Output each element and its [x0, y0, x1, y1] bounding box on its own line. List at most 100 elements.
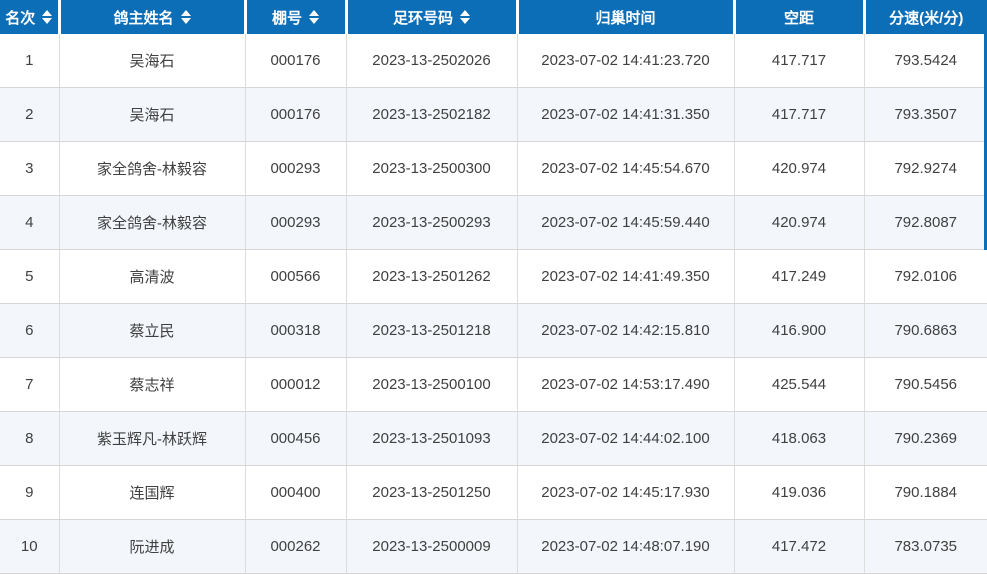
table-cell: 000012: [245, 357, 347, 412]
table-cell: 4: [0, 195, 60, 250]
table-cell: 417.717: [734, 87, 865, 142]
table-cell: 790.5456: [864, 357, 987, 412]
table-cell: 9: [0, 465, 60, 520]
table-cell: 阮进成: [59, 519, 246, 574]
table-cell: 420.974: [734, 195, 865, 250]
column-header-0[interactable]: 名次: [0, 0, 61, 34]
table-cell: 792.9274: [864, 141, 987, 196]
table-cell: 000293: [245, 141, 347, 196]
table-cell: 连国辉: [59, 465, 246, 520]
column-header-3[interactable]: 足环号码: [346, 0, 519, 34]
table-row: 2 吴海石 000176 2023-13-2502182 2023-07-02 14:4…: [0, 87, 987, 142]
table-cell: 425.544: [734, 357, 865, 412]
table-cell: 793.3507: [864, 87, 987, 142]
table-cell: 2023-07-02 14:45:17.930: [517, 465, 735, 520]
table-cell: 792.0106: [864, 249, 987, 304]
table-header-row: 名次 鸽主姓名 棚号 足环号码 归巢时间 空距 分速(米/分): [0, 0, 987, 34]
table-cell: 蔡立民: [59, 303, 246, 358]
table-body: 1 吴海石 000176 2023-13-2502026 2023-07-02 14:4…: [0, 34, 987, 574]
table-cell: 5: [0, 249, 60, 304]
table-cell: 家全鸽舍-林毅容: [59, 195, 246, 250]
table-row: 7 蔡志祥 000012 2023-13-2500100 2023-07-02 14:5…: [0, 357, 987, 412]
column-header-label: 名次: [5, 9, 36, 27]
table-header: 名次 鸽主姓名 棚号 足环号码 归巢时间 空距 分速(米/分): [0, 0, 987, 34]
table-cell: 793.5424: [864, 34, 987, 88]
sort-icon[interactable]: [42, 10, 53, 24]
table-cell: 417.472: [734, 519, 865, 574]
table-cell: 2023-13-2501218: [346, 303, 518, 358]
table-row: 5 高清波 000566 2023-13-2501262 2023-07-02 14:4…: [0, 249, 987, 304]
table-cell: 417.249: [734, 249, 865, 304]
table-cell: 419.036: [734, 465, 865, 520]
column-header-label: 归巢时间: [595, 9, 656, 27]
table-cell: 2023-13-2500293: [346, 195, 518, 250]
table-cell: 2023-13-2502182: [346, 87, 518, 142]
table-cell: 416.900: [734, 303, 865, 358]
table-cell: 蔡志祥: [59, 357, 246, 412]
table-cell: 000318: [245, 303, 347, 358]
table-cell: 2023-07-02 14:45:54.670: [517, 141, 735, 196]
table-cell: 1: [0, 34, 60, 88]
table-cell: 2023-07-02 14:45:59.440: [517, 195, 735, 250]
table-cell: 家全鸽舍-林毅容: [59, 141, 246, 196]
table-row: 10 阮进成 000262 2023-13-2500009 2023-07-02 14:…: [0, 519, 987, 574]
table-row: 3 家全鸽舍-林毅容 000293 2023-13-2500300 2023-07-02…: [0, 141, 987, 196]
table-cell: 2023-13-2500300: [346, 141, 518, 196]
table-cell: 2023-07-02 14:48:07.190: [517, 519, 735, 574]
sort-icon[interactable]: [460, 10, 470, 24]
table-cell: 2023-13-2500100: [346, 357, 518, 412]
column-header-label: 鸽主姓名: [113, 9, 174, 27]
column-header-5: 空距: [734, 0, 866, 34]
table-cell: 000176: [245, 34, 347, 88]
table-cell: 2023-07-02 14:42:15.810: [517, 303, 735, 358]
table-cell: 2023-13-2502026: [346, 34, 518, 88]
column-header-2[interactable]: 棚号: [245, 0, 348, 34]
table-row: 6 蔡立民 000318 2023-13-2501218 2023-07-02 14:4…: [0, 303, 987, 358]
column-header-label: 棚号: [271, 9, 302, 27]
table-cell: 6: [0, 303, 60, 358]
table-cell: 8: [0, 411, 60, 466]
table-row: 1 吴海石 000176 2023-13-2502026 2023-07-02 14:4…: [0, 34, 987, 88]
table-cell: 2023-13-2501262: [346, 249, 518, 304]
table-cell: 2023-07-02 14:53:17.490: [517, 357, 735, 412]
table-cell: 418.063: [734, 411, 865, 466]
scrollbar-thumb[interactable]: [984, 34, 987, 250]
sort-icon[interactable]: [309, 10, 319, 24]
table-cell: 000566: [245, 249, 347, 304]
table-cell: 420.974: [734, 141, 865, 196]
table-cell: 790.1884: [864, 465, 987, 520]
column-header-4: 归巢时间: [517, 0, 736, 34]
table-cell: 000400: [245, 465, 347, 520]
table-cell: 吴海石: [59, 34, 246, 88]
table-cell: 2023-13-2501093: [346, 411, 518, 466]
table-cell: 2: [0, 87, 60, 142]
table-cell: 2023-13-2501250: [346, 465, 518, 520]
table-row: 8 紫玉辉凡-林跃辉 000456 2023-13-2501093 2023-07-02…: [0, 411, 987, 466]
table-cell: 7: [0, 357, 60, 412]
table-cell: 2023-13-2500009: [346, 519, 518, 574]
table-cell: 紫玉辉凡-林跃辉: [59, 411, 246, 466]
table-cell: 3: [0, 141, 60, 196]
table-cell: 吴海石: [59, 87, 246, 142]
table-row: 4 家全鸽舍-林毅容 000293 2023-13-2500293 2023-07-02…: [0, 195, 987, 250]
column-header-label: 空距: [783, 9, 814, 27]
table-cell: 792.8087: [864, 195, 987, 250]
table-cell: 2023-07-02 14:41:49.350: [517, 249, 735, 304]
column-header-6: 分速(米/分): [864, 0, 987, 34]
column-header-1[interactable]: 鸽主姓名: [59, 0, 247, 34]
table-cell: 790.2369: [864, 411, 987, 466]
table-cell: 2023-07-02 14:41:31.350: [517, 87, 735, 142]
table-row: 9 连国辉 000400 2023-13-2501250 2023-07-02 14:4…: [0, 465, 987, 520]
table-cell: 2023-07-02 14:44:02.100: [517, 411, 735, 466]
table-cell: 783.0735: [864, 519, 987, 574]
table-cell: 417.717: [734, 34, 865, 88]
sort-icon[interactable]: [180, 10, 191, 24]
table-cell: 000176: [245, 87, 347, 142]
column-header-label: 分速(米/分): [889, 9, 964, 27]
column-header-label: 足环号码: [392, 9, 453, 27]
table-cell: 790.6863: [864, 303, 987, 358]
table-cell: 10: [0, 519, 60, 574]
table-cell: 2023-07-02 14:41:23.720: [517, 34, 735, 88]
